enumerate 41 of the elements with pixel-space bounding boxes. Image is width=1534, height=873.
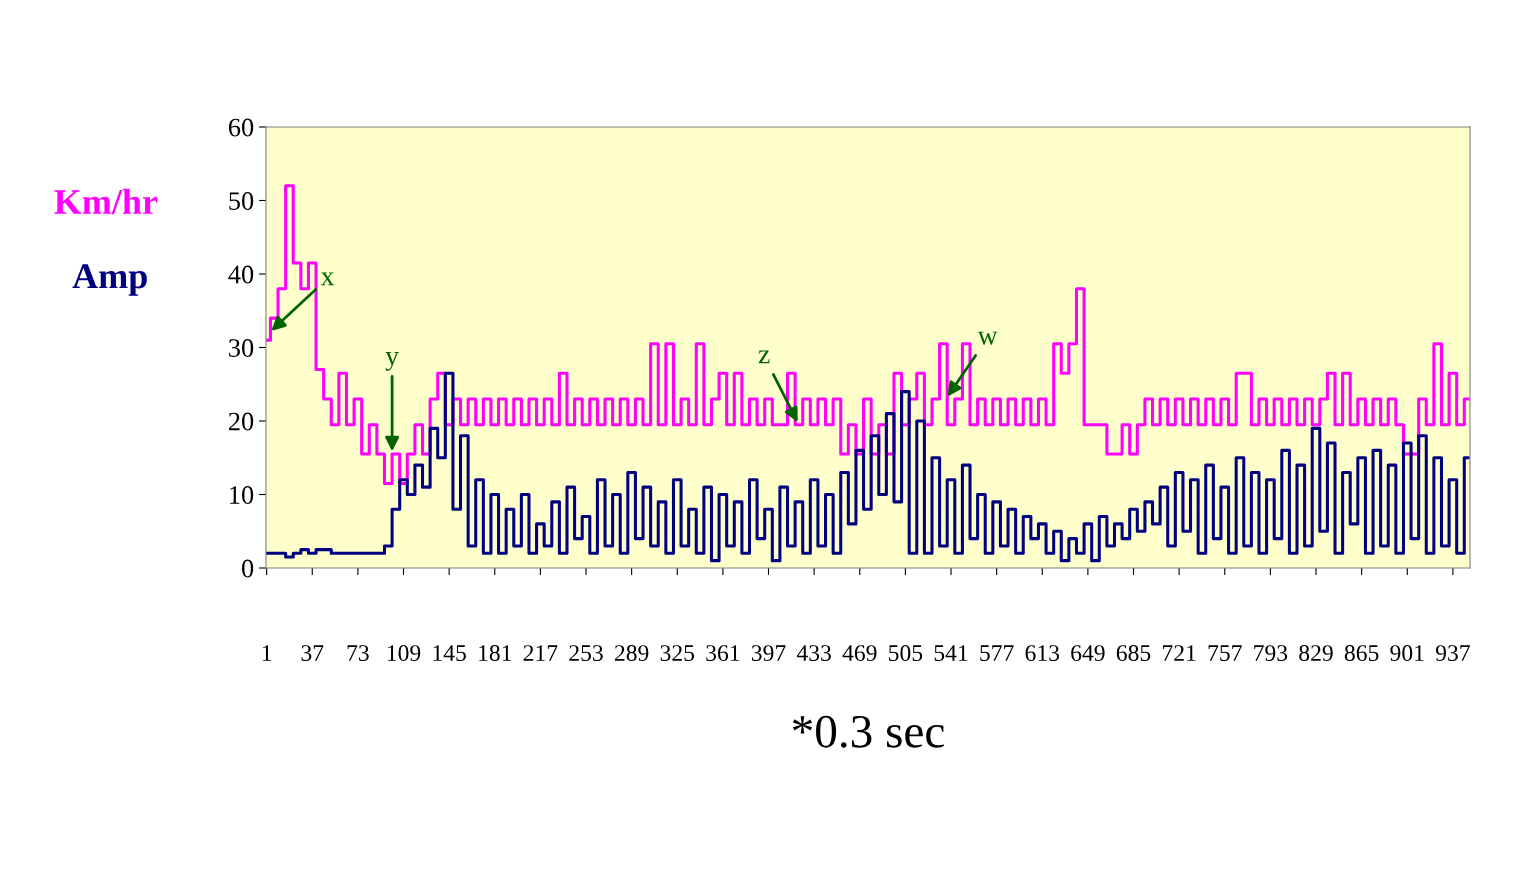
x-tick-label: 541	[934, 645, 968, 662]
x-tick-label: 757	[1208, 645, 1242, 662]
y-tick-label: 0	[242, 559, 254, 578]
x-tick-label: 505	[889, 645, 923, 662]
x-tick-label: 721	[1162, 645, 1196, 661]
y-tick-label: 20	[228, 412, 254, 431]
x-tick-label: 37	[301, 645, 324, 662]
y-tick-label: 30	[229, 339, 254, 357]
x-tick-label: 865	[1344, 645, 1379, 662]
text: Amp	[72, 264, 147, 296]
x-tick-label: 397	[751, 645, 786, 662]
x-tick-label: 145	[433, 645, 466, 662]
x-tick-label: 685	[1116, 645, 1151, 662]
annotation: x	[320, 272, 335, 286]
x-tick-label: 901	[1390, 645, 1424, 662]
y-tick-label: 60	[228, 118, 254, 137]
x-tick-label: 325	[660, 645, 695, 662]
x-tick-label: 217	[523, 645, 558, 661]
x-tick-label: 181	[479, 645, 512, 662]
x-tick-label: 289	[614, 645, 649, 662]
x-tick-label: 433	[796, 645, 831, 662]
y-tick-label: 10	[230, 486, 254, 504]
x-tick-label: 613	[1025, 645, 1060, 662]
text: Km/hr	[54, 188, 158, 215]
annotation: z	[758, 350, 770, 364]
y-tick-label: 40	[228, 265, 254, 284]
x-tick-label: 109	[387, 645, 421, 662]
x-tick-label: 253	[569, 645, 603, 662]
x-tick-label: 1	[262, 645, 272, 661]
x-tick-label: 73	[347, 645, 369, 662]
x-tick-label: 469	[842, 645, 877, 662]
x-tick-label: 793	[1254, 645, 1288, 662]
annotation: y	[385, 352, 399, 371]
x-tick-label: 829	[1299, 645, 1333, 662]
x-tick-label: 361	[706, 645, 740, 662]
x-axis-title: *0.3 sec	[792, 715, 944, 748]
x-tick-label: 937	[1435, 645, 1470, 662]
x-tick-label: 649	[1071, 645, 1105, 662]
annotation: w	[977, 331, 998, 345]
x-tick-label: 577	[980, 645, 1014, 662]
y-tick-label: 50	[229, 192, 254, 210]
